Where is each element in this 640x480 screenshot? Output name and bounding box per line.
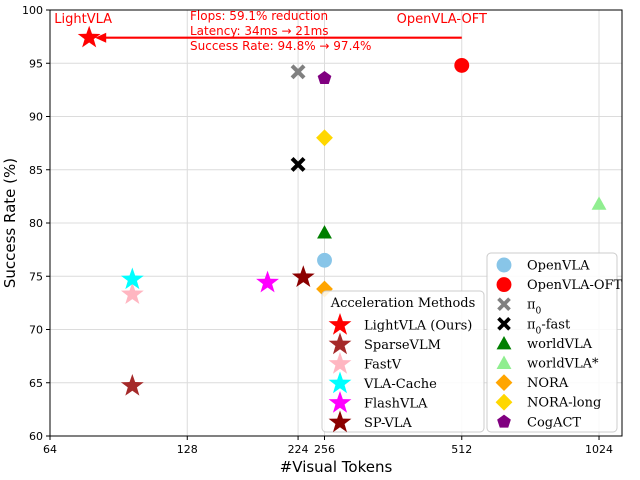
data-point — [77, 25, 101, 48]
annotation-text: Latency: 34ms → 21ms — [190, 24, 329, 38]
legend-marker — [328, 371, 352, 394]
legend-marker — [497, 297, 511, 312]
y-axis-label: Success Rate (%) — [1, 158, 19, 288]
x-tick-label: 512 — [451, 443, 472, 456]
legend-marker — [495, 393, 513, 411]
legend-label: OpenVLA-OFT — [527, 278, 623, 293]
legend-marker — [328, 313, 352, 335]
legend-title: Acceleration Methods — [330, 296, 476, 311]
y-tick-label: 60 — [29, 430, 43, 443]
legend-marker — [328, 391, 352, 413]
annotation-text: Flops: 59.1% reduction — [190, 9, 328, 23]
x-tick-label: 1024 — [585, 443, 613, 456]
data-point — [120, 282, 144, 305]
legend-label: SparseVLM — [364, 338, 441, 353]
y-tick-label: 75 — [29, 270, 43, 283]
legend-marker — [495, 374, 513, 391]
x-axis-label: #Visual Tokens — [280, 458, 393, 476]
data-point — [290, 156, 306, 172]
point-label: LightVLA — [54, 12, 112, 27]
legend-label: LightVLA (Ours) — [364, 319, 472, 334]
legend-marker — [328, 352, 352, 374]
axis-ticks: 64 128 224 256 512 1024 60 65 70 75 80 85 90 95 100 — [22, 4, 613, 456]
y-tick-label: 70 — [29, 324, 43, 337]
y-tick-label: 90 — [29, 111, 43, 124]
annotation-text: Success Rate: 94.8% → 97.4% — [190, 39, 371, 53]
legend-label: worldVLA* — [527, 357, 599, 372]
data-point — [120, 373, 144, 396]
legend-label: SP-VLA — [364, 416, 412, 431]
y-tick-label: 85 — [29, 164, 43, 177]
x-tick-label: 64 — [43, 443, 57, 456]
legend-marker — [496, 277, 512, 293]
legend-label: π0 — [527, 298, 542, 317]
legend-marker — [496, 335, 512, 350]
data-point — [317, 225, 332, 239]
point-label: OpenVLA-OFT — [397, 12, 487, 27]
data-point — [290, 64, 306, 80]
legend-label: worldVLA — [527, 337, 593, 352]
legend-label: NORA-long — [527, 396, 601, 411]
legend-label: FlashVLA — [364, 397, 428, 412]
y-tick-label: 80 — [29, 217, 43, 230]
data-points — [77, 25, 607, 396]
legend-label: FastV — [364, 358, 402, 373]
legend-marker — [328, 410, 352, 433]
legend-label: VLA-Cache — [363, 377, 437, 392]
data-point — [454, 57, 470, 73]
data-point — [256, 270, 279, 293]
legend-box — [321, 290, 485, 433]
legend-marker — [496, 257, 512, 273]
x-tick-label: 224 — [288, 443, 309, 456]
legend-marker — [496, 355, 512, 369]
legend-box — [486, 252, 618, 433]
legend-label: OpenVLA — [527, 259, 590, 274]
x-tick-label: 256 — [314, 443, 335, 456]
legend-label: NORA — [527, 376, 569, 391]
x-tick-label: 128 — [177, 443, 198, 456]
data-point — [317, 252, 332, 268]
legend-label: π0-fast — [527, 317, 571, 336]
legend-marker — [328, 332, 352, 355]
y-tick-label: 95 — [29, 57, 43, 70]
data-point — [317, 70, 332, 84]
legend-marker — [497, 414, 511, 428]
grid — [49, 9, 622, 437]
data-point — [316, 129, 333, 147]
y-tick-label: 100 — [22, 4, 43, 17]
annotation-arrow-head — [95, 32, 107, 43]
data-point — [120, 267, 144, 290]
data-point — [291, 265, 315, 288]
y-tick-label: 65 — [29, 377, 43, 390]
legend-acceleration: Acceleration Methods LightVLA (Ours) Spars… — [321, 290, 485, 433]
legend-marker — [497, 316, 511, 331]
data-point — [591, 196, 607, 210]
legend-label: CogACT — [527, 415, 581, 430]
